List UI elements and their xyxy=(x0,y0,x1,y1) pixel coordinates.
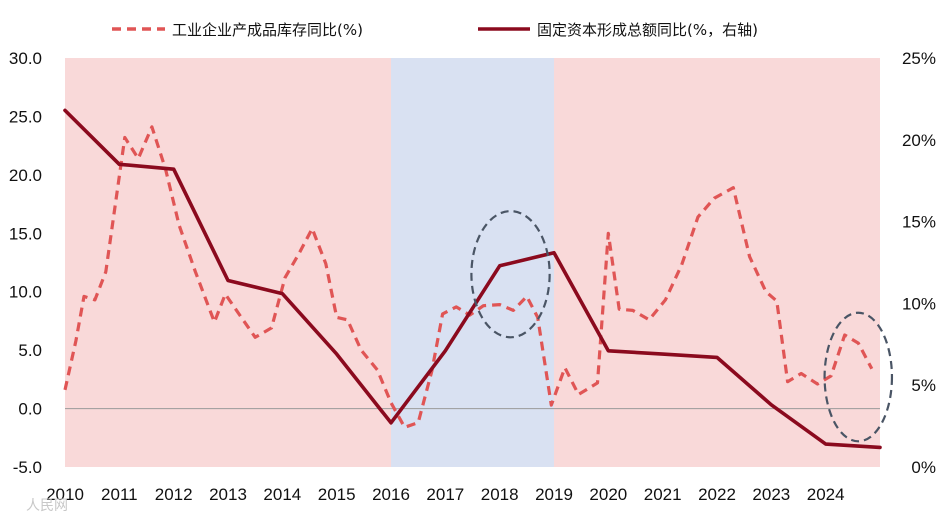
right-tick-10%: 10% xyxy=(902,294,936,313)
right-tick-25%: 25% xyxy=(902,49,936,68)
left-tick--5.0: -5.0 xyxy=(13,458,42,477)
left-tick-15.0: 15.0 xyxy=(9,224,42,243)
x-tick-2016: 2016 xyxy=(372,485,410,504)
left-tick-10.0: 10.0 xyxy=(9,283,42,302)
legend: 工业企业产成品库存同比(%) 固定资本形成总额同比(%，右轴) xyxy=(112,21,758,39)
right-tick-15%: 15% xyxy=(902,213,936,232)
x-tick-2012: 2012 xyxy=(155,485,193,504)
right-tick-5%: 5% xyxy=(911,376,936,395)
right-tick-20%: 20% xyxy=(902,131,936,150)
x-tick-2015: 2015 xyxy=(318,485,356,504)
x-tick-2023: 2023 xyxy=(752,485,790,504)
left-axis-ticks: -5.0 0.0 5.0 10.0 15.0 20.0 25.0 30.0 xyxy=(9,49,42,477)
series-line-capital-formation xyxy=(63,108,882,450)
right-axis-ticks: 0% 5% 10% 15% 20% 25% xyxy=(902,49,936,477)
left-tick-30.0: 30.0 xyxy=(9,49,42,68)
annotation-ellipse-0 xyxy=(470,209,551,339)
band-2 xyxy=(554,58,880,467)
left-tick-5.0: 5.0 xyxy=(18,341,42,360)
x-tick-2010: 2010 xyxy=(46,485,84,504)
annotation-layer xyxy=(470,209,894,443)
x-axis-ticks: 2010 2011 2012 2013 2014 2015 2016 2017 2018 2019… xyxy=(46,485,844,504)
x-tick-2022: 2022 xyxy=(698,485,736,504)
series-layer xyxy=(63,108,882,450)
x-tick-2011: 2011 xyxy=(101,485,138,504)
x-tick-2024: 2024 xyxy=(807,485,845,504)
x-tick-2014: 2014 xyxy=(263,485,301,504)
legend-label-inventory: 工业企业产成品库存同比(%) xyxy=(172,21,363,39)
x-tick-2013: 2013 xyxy=(209,485,247,504)
x-tick-2019: 2019 xyxy=(535,485,573,504)
annotation-ellipse-1 xyxy=(823,311,894,443)
series-line-inventory xyxy=(63,125,874,429)
x-tick-2017: 2017 xyxy=(426,485,464,504)
watermark: 人民网 xyxy=(26,498,68,514)
right-tick-0%: 0% xyxy=(911,458,936,477)
band-0 xyxy=(65,58,391,467)
left-tick-0.0: 0.0 xyxy=(18,400,42,419)
left-tick-20.0: 20.0 xyxy=(9,166,42,185)
left-tick-25.0: 25.0 xyxy=(9,107,42,126)
x-tick-2021: 2021 xyxy=(644,485,682,504)
x-tick-2018: 2018 xyxy=(481,485,519,504)
x-tick-2020: 2020 xyxy=(589,485,627,504)
legend-label-capital: 固定资本形成总额同比(%，右轴) xyxy=(537,21,758,39)
